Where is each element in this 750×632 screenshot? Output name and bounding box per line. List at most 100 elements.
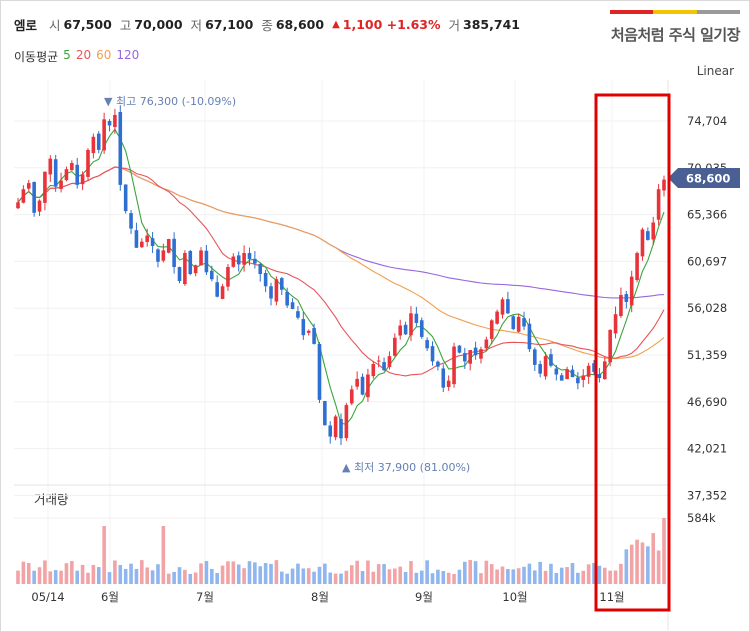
candle-body [608, 329, 612, 363]
volume-bar [16, 570, 20, 584]
volume-bar [457, 569, 462, 584]
candle-body [511, 316, 516, 330]
candle-body [430, 346, 435, 362]
candle-body [344, 405, 349, 439]
volume-bar [387, 569, 392, 584]
grid-lines [14, 80, 669, 632]
volume-bar [506, 569, 510, 584]
candle-body [419, 320, 424, 337]
volume-bar [172, 571, 176, 584]
close-label: 종 [261, 17, 273, 33]
candle-body [366, 374, 370, 398]
ma-120-label[interactable]: 120 [116, 48, 140, 62]
volume-bar [134, 568, 139, 584]
candle-body [16, 202, 20, 209]
volume-bar [382, 564, 386, 584]
volume-bar [242, 568, 246, 584]
volume-bar [366, 560, 370, 584]
candle-body [554, 368, 559, 375]
open-label: 시 [49, 17, 61, 33]
candle-body [592, 363, 596, 372]
annotations: ▼ 최고 76,300 (-10.09%) ▲ 최저 37,900 (81.00%… [104, 95, 470, 474]
ma-20-label[interactable]: 20 [75, 48, 92, 62]
volume-bar [608, 570, 612, 584]
volume-bar [635, 539, 639, 584]
volume-bar [565, 567, 569, 584]
candle-body [538, 364, 542, 374]
volume-bar [414, 572, 419, 584]
volume-bar [339, 573, 343, 584]
candle-body [393, 337, 397, 356]
candle-body [527, 323, 532, 350]
ma-5-label[interactable]: 5 [63, 48, 71, 62]
volume-bar [463, 561, 467, 584]
volume-bar [452, 573, 456, 584]
low-label: 저 [190, 17, 203, 33]
candle-body [253, 258, 257, 264]
candle-body [134, 230, 139, 248]
volume-bar [468, 560, 472, 584]
candle-body [183, 253, 187, 285]
price-tick-label: 51,359 [687, 348, 727, 362]
ma-60-label[interactable]: 60 [96, 48, 112, 62]
change-value: 1,100 +1.63% [342, 16, 441, 32]
volume-bar [592, 562, 596, 584]
candle-body [629, 276, 634, 306]
volume-bar [602, 567, 607, 584]
candle-body [387, 356, 392, 367]
candle-body [48, 158, 53, 175]
volume-bar [543, 570, 548, 584]
candle-body [118, 111, 123, 185]
candle-body [107, 120, 112, 126]
volume-bar [430, 573, 435, 584]
candle-body [290, 302, 295, 309]
candle-body [565, 369, 569, 380]
volume-tick-label: 584k [687, 511, 716, 525]
candle-body [274, 279, 279, 302]
moving-average-lines [17, 128, 665, 425]
volume-bar [317, 566, 322, 584]
candle-body [624, 294, 629, 302]
candle-body [215, 282, 219, 297]
volume-bar [290, 568, 295, 584]
price-tick-label: 42,021 [687, 442, 727, 456]
date-tick-label: 11월 [599, 590, 624, 604]
candle-body [328, 425, 333, 437]
scale-toggle[interactable]: Linear [696, 64, 734, 78]
volume-bar [554, 573, 559, 584]
candle-body [226, 267, 230, 287]
candle-body [436, 361, 440, 367]
volume-bar [511, 569, 516, 584]
volume-bar [32, 570, 36, 584]
candle-body [425, 340, 429, 349]
volume-bar [662, 518, 666, 584]
volume-bar [269, 563, 273, 584]
high-value: 70,000 [134, 16, 183, 32]
volume-bar [419, 570, 424, 584]
volume-bar [86, 572, 90, 584]
up-arrow-icon: ▲ [332, 18, 340, 30]
volume-bar [177, 567, 182, 584]
volume-bar [355, 560, 359, 584]
price-tick-label: 65,366 [687, 208, 727, 222]
volume-bar [199, 563, 203, 584]
candle-body [646, 231, 650, 240]
price-tick-label: 60,697 [687, 254, 727, 268]
volume-bar [161, 526, 166, 584]
candle-body [258, 263, 263, 275]
volume-bar [651, 533, 656, 584]
candle-body [102, 119, 106, 151]
volume-bar [538, 561, 542, 584]
volume-bar [215, 573, 219, 584]
price-tick-label: 46,690 [687, 395, 727, 409]
high-label: 고 [119, 17, 132, 33]
volume-bar [360, 571, 365, 584]
candle-body [59, 180, 63, 189]
volume-bar [59, 570, 63, 584]
brand-color-bar [610, 10, 740, 14]
volume-bar [624, 549, 629, 584]
candle-body [570, 369, 575, 378]
candle-body [409, 313, 413, 336]
candle-body [484, 339, 489, 349]
